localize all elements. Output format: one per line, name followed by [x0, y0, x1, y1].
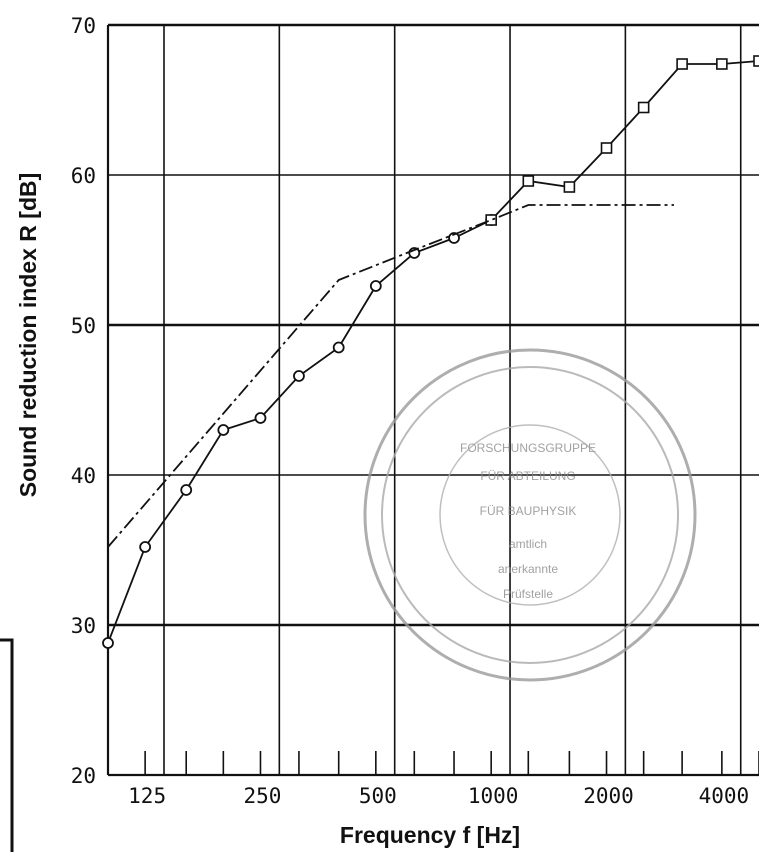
y-tick-labels: 20 30 40 50 60 70: [71, 14, 96, 788]
series-1-point: [102, 637, 114, 649]
side-box-frame: [0, 638, 14, 852]
series-2-point: [522, 175, 535, 187]
stamp-line-3: FÜR BAUPHYSIK: [480, 504, 577, 518]
series-1-point: [254, 412, 267, 424]
x-tick-label: 500: [359, 784, 397, 808]
y-tick-label: 30: [71, 614, 96, 638]
plot-frame: [106, 24, 759, 777]
series-line-2: [490, 60, 759, 221]
series-1-point: [369, 280, 382, 292]
x-tick-labels: 125 250 500 1000 2000 4000: [128, 784, 749, 808]
series-2-point: [676, 58, 688, 70]
series-2-point: [716, 58, 728, 70]
y-tick-label: 40: [71, 464, 96, 488]
y-tick-label: 70: [71, 14, 96, 38]
series-2-point: [600, 142, 613, 154]
grid: [108, 23, 759, 776]
series-2-point: [485, 214, 497, 226]
series-1-point: [332, 341, 345, 354]
x-tick-label: 250: [244, 784, 282, 808]
x-tick-label: 4000: [699, 784, 750, 808]
y-axis-title: Sound reduction index R [dB]: [15, 173, 41, 498]
x-tick-label: 125: [128, 784, 166, 808]
x-axis-title: Frequency f [Hz]: [340, 822, 520, 848]
series-line-3: [107, 204, 674, 548]
series-1-point: [448, 232, 460, 244]
series-2-point: [563, 181, 576, 193]
certification-stamp: FORSCHUNGSGRUPPE FÜR ABTEILUNG FÜR BAUPH…: [363, 348, 697, 682]
series-1-point: [180, 484, 193, 496]
stamp-line-2: FÜR ABTEILUNG: [480, 469, 575, 483]
series-1-point: [293, 370, 305, 382]
x-tick-label: 2000: [583, 784, 634, 808]
series-2-point: [637, 101, 650, 114]
x-tick-label: 1000: [468, 784, 519, 808]
series-2-point: [753, 55, 759, 67]
series-line-1: [107, 219, 492, 644]
series-1-point: [217, 424, 230, 436]
y-tick-label: 20: [71, 764, 96, 788]
stamp-line-5: anerkannte: [498, 562, 558, 576]
y-tick-label: 60: [71, 164, 96, 188]
stamp-line-1: FORSCHUNGSGRUPPE: [460, 441, 596, 455]
x-minor-ticks: [144, 751, 759, 775]
data-series: [102, 55, 759, 649]
y-tick-label: 50: [71, 314, 96, 338]
stamp-line-6: Prüfstelle: [503, 587, 553, 601]
stamp-line-4: amtlich: [509, 537, 547, 551]
series-1-point: [139, 541, 152, 553]
